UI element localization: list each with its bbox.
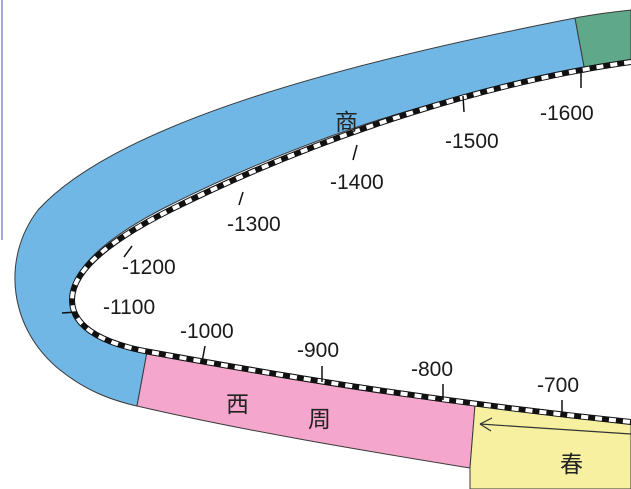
tick-mark bbox=[201, 345, 206, 363]
era-label-zhou: 周 bbox=[308, 407, 331, 433]
spring-autumn-arrow-head bbox=[479, 417, 493, 432]
year-label-800: -800 bbox=[411, 358, 453, 381]
year-label-700: -700 bbox=[537, 374, 579, 397]
shang-band bbox=[14, 17, 586, 407]
era-label-western: 西 bbox=[226, 392, 249, 418]
year-label-1600: -1600 bbox=[540, 102, 594, 125]
year-label-1200: -1200 bbox=[122, 256, 176, 279]
year-label-1400: -1400 bbox=[330, 171, 384, 194]
tick-mark bbox=[462, 95, 465, 113]
year-label-900: -900 bbox=[297, 339, 339, 362]
tick-mark bbox=[123, 245, 133, 258]
year-label-1100: -1100 bbox=[103, 296, 155, 319]
spring-autumn-arrow-line bbox=[479, 423, 631, 435]
year-label-1500: -1500 bbox=[445, 130, 499, 153]
tick-mark bbox=[352, 144, 358, 161]
tick-mark bbox=[61, 311, 77, 314]
era-label-spring: 春 bbox=[560, 452, 583, 478]
era-label-shang: 商 bbox=[335, 110, 358, 136]
tick-marks bbox=[61, 72, 582, 414]
year-label-1300: -1300 bbox=[227, 213, 281, 236]
tick-mark bbox=[238, 191, 244, 206]
year-label-1000: -1000 bbox=[180, 320, 234, 343]
timeline-track bbox=[68, 59, 631, 425]
